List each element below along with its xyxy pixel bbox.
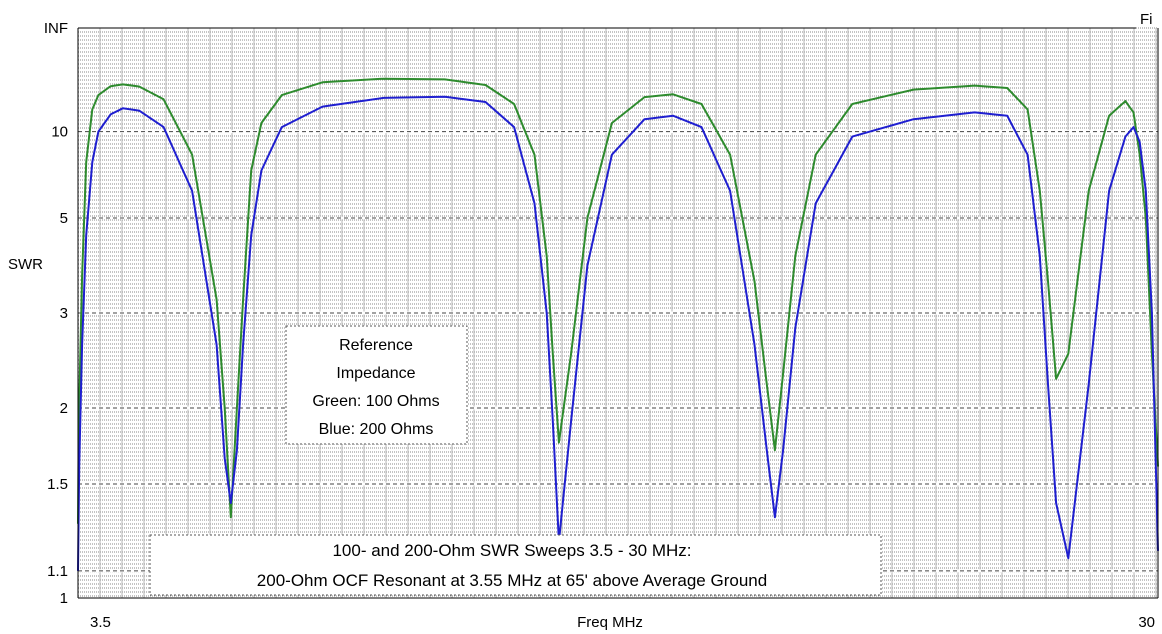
y-tick-label: 10	[51, 124, 68, 141]
x-tick-label: 3.5	[90, 614, 111, 631]
y-tick-label: 2	[60, 400, 68, 417]
legend-line-1: Reference	[339, 337, 413, 354]
caption-box-frame	[149, 534, 882, 596]
plot-grid	[77, 27, 1158, 598]
caption-box: 100- and 200-Ohm SWR Sweeps 3.5 - 30 MHz…	[149, 534, 882, 596]
y-tick-label: 1	[60, 590, 68, 607]
legend-line-2: Impedance	[336, 365, 415, 382]
y-tick-label: 5	[60, 210, 68, 227]
x-tick-label: 30	[1138, 614, 1155, 631]
legend-line-green: Green: 100 Ohms	[312, 393, 439, 410]
y-axis-label: SWR	[8, 256, 43, 273]
y-tick-label: 3	[60, 305, 68, 322]
y-tick-label: 1.1	[47, 563, 68, 580]
legend-box: Reference Impedance Green: 100 Ohms Blue…	[285, 325, 468, 445]
x-axis-label: Freq MHz	[577, 614, 643, 631]
caption-line-2: 200-Ohm OCF Resonant at 3.55 MHz at 65' …	[257, 571, 767, 590]
y-tick-label: INF	[44, 20, 68, 37]
caption-line-1: 100- and 200-Ohm SWR Sweeps 3.5 - 30 MHz…	[332, 541, 691, 560]
y-tick-label: 1.5	[47, 476, 68, 493]
series-line-blue	[77, 95, 1159, 571]
series-line-green	[77, 77, 1159, 524]
series-layer	[77, 77, 1159, 571]
legend-line-blue: Blue: 200 Ohms	[319, 421, 434, 438]
legend-box-frame	[285, 325, 468, 445]
corner-label: Fi	[1140, 11, 1153, 28]
axes-layer: INF 10 5 3 2 1.5 1.1 1 3.5 30 Freq MHz SWR	[8, 20, 1159, 631]
